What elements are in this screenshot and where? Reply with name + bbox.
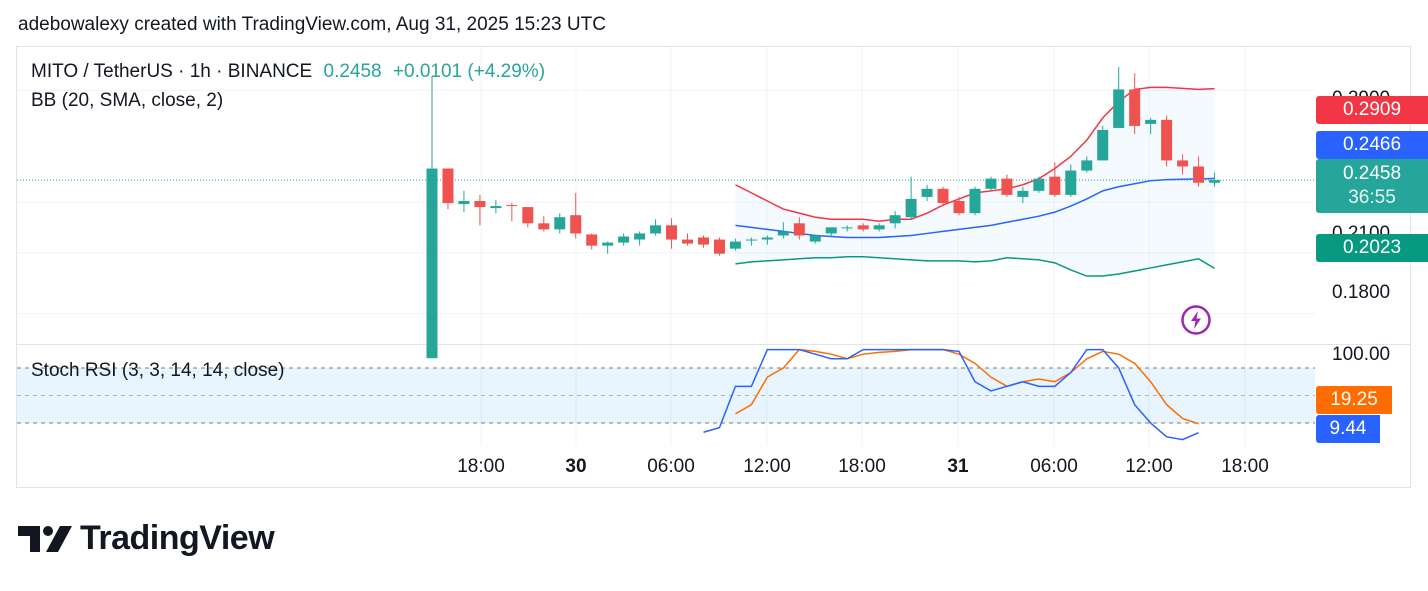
candle-body — [1097, 129, 1109, 161]
candle-body — [570, 215, 582, 234]
candle-body — [729, 241, 741, 249]
stoch-d-tag: 19.25 — [1316, 386, 1392, 414]
candle-body — [969, 188, 981, 214]
stoch-k-line — [703, 348, 1199, 441]
candle-body — [1177, 160, 1189, 167]
time-label: 12:00 — [1125, 456, 1173, 477]
candle-body — [666, 225, 678, 240]
candle-body — [697, 237, 709, 245]
bb-legend[interactable]: BB (20, SMA, close, 2) — [31, 90, 224, 111]
candle-body — [793, 223, 805, 236]
symbol-title: MITO / TetherUS · 1h · BINANCE — [31, 61, 313, 82]
candle-body — [777, 231, 789, 236]
lightning-icon[interactable] — [1181, 305, 1211, 335]
candle-body — [1001, 178, 1013, 195]
price-tick-label: 0.1800 — [1332, 282, 1391, 303]
candle-body — [586, 234, 598, 246]
last-price-tag: 0.2458 36:55 — [1316, 159, 1428, 213]
candle-body — [426, 168, 438, 359]
candle-body — [889, 215, 901, 224]
time-label-day: 31 — [947, 456, 969, 477]
candle-body — [474, 200, 486, 208]
time-label-day: 30 — [565, 456, 587, 477]
time-label: 18:00 — [1221, 456, 1269, 477]
candle-body — [1161, 119, 1173, 161]
stoch-legend[interactable]: Stoch RSI (3, 3, 14, 14, close) — [31, 360, 285, 381]
chart-caption: adebowalexy created with TradingView.com… — [18, 14, 606, 35]
candle-body — [873, 225, 885, 230]
bb-basis-tag: 0.2466 — [1316, 131, 1428, 159]
last-price-tag-value: 0.2458 — [1342, 163, 1402, 184]
stoch-d-line — [735, 348, 1199, 425]
candle-body — [522, 207, 534, 224]
candle-body — [634, 233, 646, 240]
candle-body — [761, 237, 773, 240]
candle-body — [506, 205, 518, 207]
brand-logo[interactable]: TradingView — [18, 519, 275, 558]
time-label: 12:00 — [743, 456, 791, 477]
candle-body — [1113, 89, 1125, 128]
candle-body — [1081, 160, 1093, 171]
candle-body — [682, 239, 694, 244]
chart-frame — [16, 46, 1411, 488]
candle-body — [650, 225, 662, 234]
candle-body — [1049, 176, 1061, 195]
candle-body — [1017, 190, 1029, 197]
time-label: 06:00 — [647, 456, 695, 477]
candle-body — [713, 239, 725, 254]
candle-body — [1145, 119, 1157, 124]
candle-body — [442, 168, 454, 204]
candle-body — [841, 227, 853, 229]
candle-body — [953, 200, 965, 214]
stoch-tick-label: 100.00 — [1332, 344, 1391, 365]
time-label: 18:00 — [457, 456, 505, 477]
stoch-k-tag: 9.44 — [1316, 415, 1380, 443]
candle-body — [985, 178, 997, 189]
time-label: 18:00 — [838, 456, 886, 477]
tradingview-logo-icon — [18, 525, 72, 552]
candle-body — [538, 223, 550, 230]
candle-body — [1209, 180, 1221, 183]
candle-body — [809, 235, 821, 242]
candle-body — [745, 239, 757, 241]
candle-body — [905, 198, 917, 218]
time-label: 06:00 — [1030, 456, 1078, 477]
symbol-legend[interactable]: MITO / TetherUS · 1h · BINANCE 0.2458 +0… — [31, 61, 545, 83]
brand-name: TradingView — [80, 519, 275, 557]
candle-body — [921, 188, 933, 197]
candle-body — [1065, 170, 1077, 195]
bb-band-fill — [735, 87, 1215, 277]
bb-lower-line — [735, 256, 1215, 277]
candle-body — [825, 227, 837, 234]
candle-body — [618, 236, 630, 243]
candle-body — [554, 217, 566, 230]
candle-body — [602, 242, 614, 246]
last-price: 0.2458 — [323, 61, 382, 82]
bb-upper-tag: 0.2909 — [1316, 96, 1428, 124]
candle-body — [1193, 166, 1205, 183]
candle-body — [490, 206, 502, 209]
candle-body — [937, 188, 949, 204]
price-change: +0.0101 (+4.29%) — [392, 61, 546, 82]
bar-countdown: 36:55 — [1348, 187, 1396, 208]
candle-body — [1129, 89, 1141, 126]
candle-body — [857, 225, 869, 230]
candle-body — [1033, 178, 1045, 191]
bb-lower-tag: 0.2023 — [1316, 234, 1428, 262]
candle-body — [458, 200, 470, 205]
